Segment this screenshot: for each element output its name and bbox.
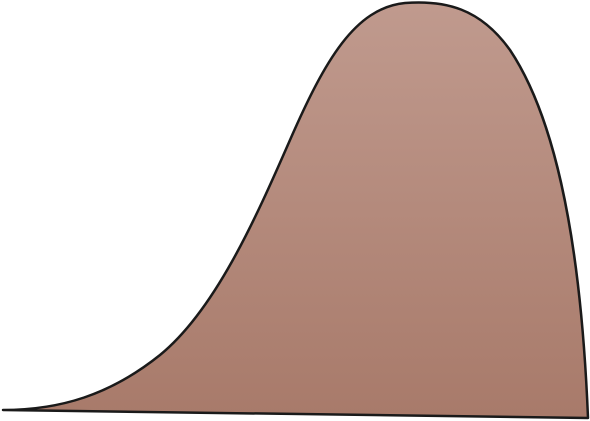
curve-figure (1, 1, 590, 420)
figure-canvas (1, 1, 590, 420)
skewed-curve-area (1, 1, 590, 420)
